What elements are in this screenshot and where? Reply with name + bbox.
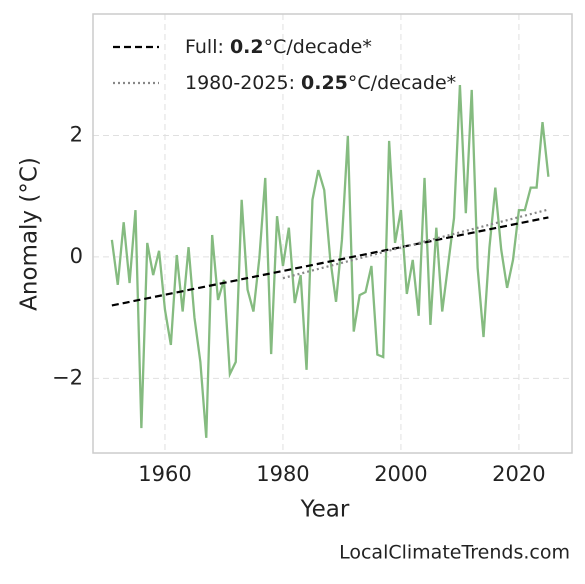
y-axis-label: Anomaly (°C) — [17, 157, 43, 311]
y-tick-label: 0 — [70, 244, 83, 268]
legend-unit: °C/decade* — [348, 72, 456, 94]
x-tick-label: 1960 — [138, 462, 191, 486]
source: LocalClimateTrends.com — [339, 542, 570, 564]
data-line — [110, 84, 550, 438]
y-tick-label: −2 — [52, 365, 83, 389]
x-tick-label: 1980 — [256, 462, 309, 486]
legend-label: 1980-2025: 0.25°C/decade* — [185, 72, 456, 94]
plot-frame — [92, 13, 573, 454]
x-tick-label: 2000 — [374, 462, 427, 486]
y-tick-label: 2 — [70, 122, 83, 146]
legend-name: Full: — [185, 36, 230, 58]
trend-line — [282, 208, 549, 280]
legend-slope: 0.2 — [230, 36, 264, 58]
legend-label: Full: 0.2°C/decade* — [185, 36, 372, 58]
trend-line — [111, 216, 549, 307]
legend-name: 1980-2025: — [185, 72, 301, 94]
x-tick-label: 2020 — [492, 462, 545, 486]
x-axis-label: Year — [300, 497, 350, 523]
legend-slope: 0.25 — [301, 72, 348, 94]
legend-unit: °C/decade* — [264, 36, 372, 58]
